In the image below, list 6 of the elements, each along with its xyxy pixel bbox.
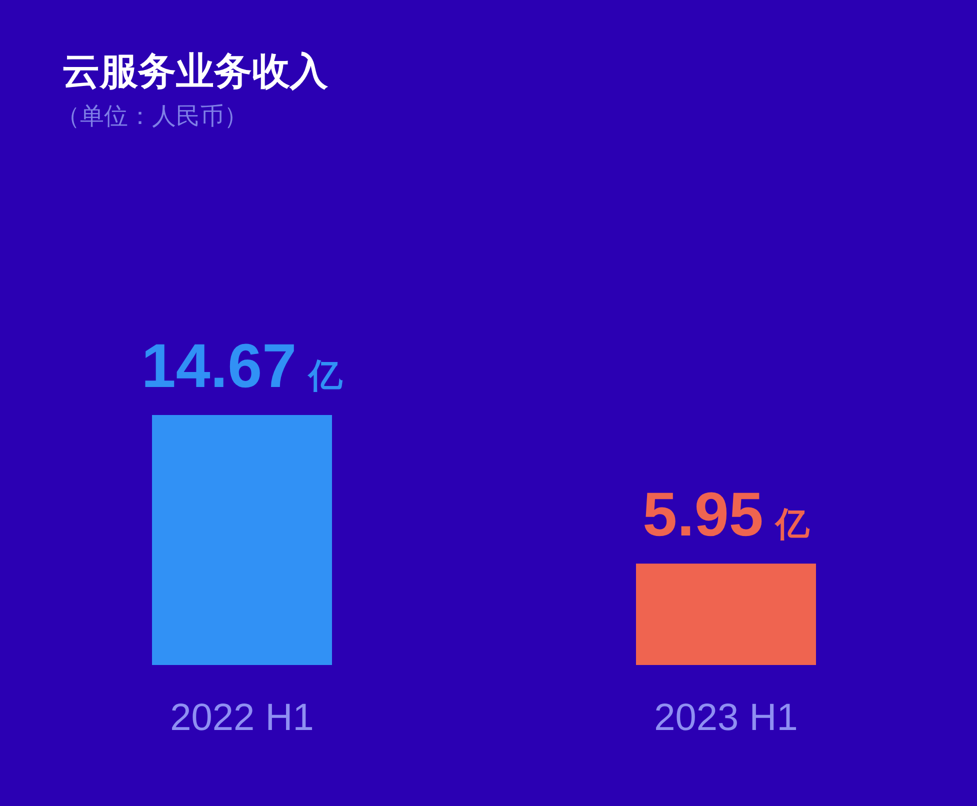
chart-subtitle: （单位：人民币）	[56, 103, 248, 130]
x-tick-label: 2022 H1	[170, 697, 314, 739]
data-label: 5.95 亿	[642, 480, 810, 550]
data-label: 14.67 亿	[141, 332, 344, 401]
x-tick-label: 2023 H1	[654, 697, 798, 739]
chart-title: 云服务业务收入	[62, 51, 329, 93]
